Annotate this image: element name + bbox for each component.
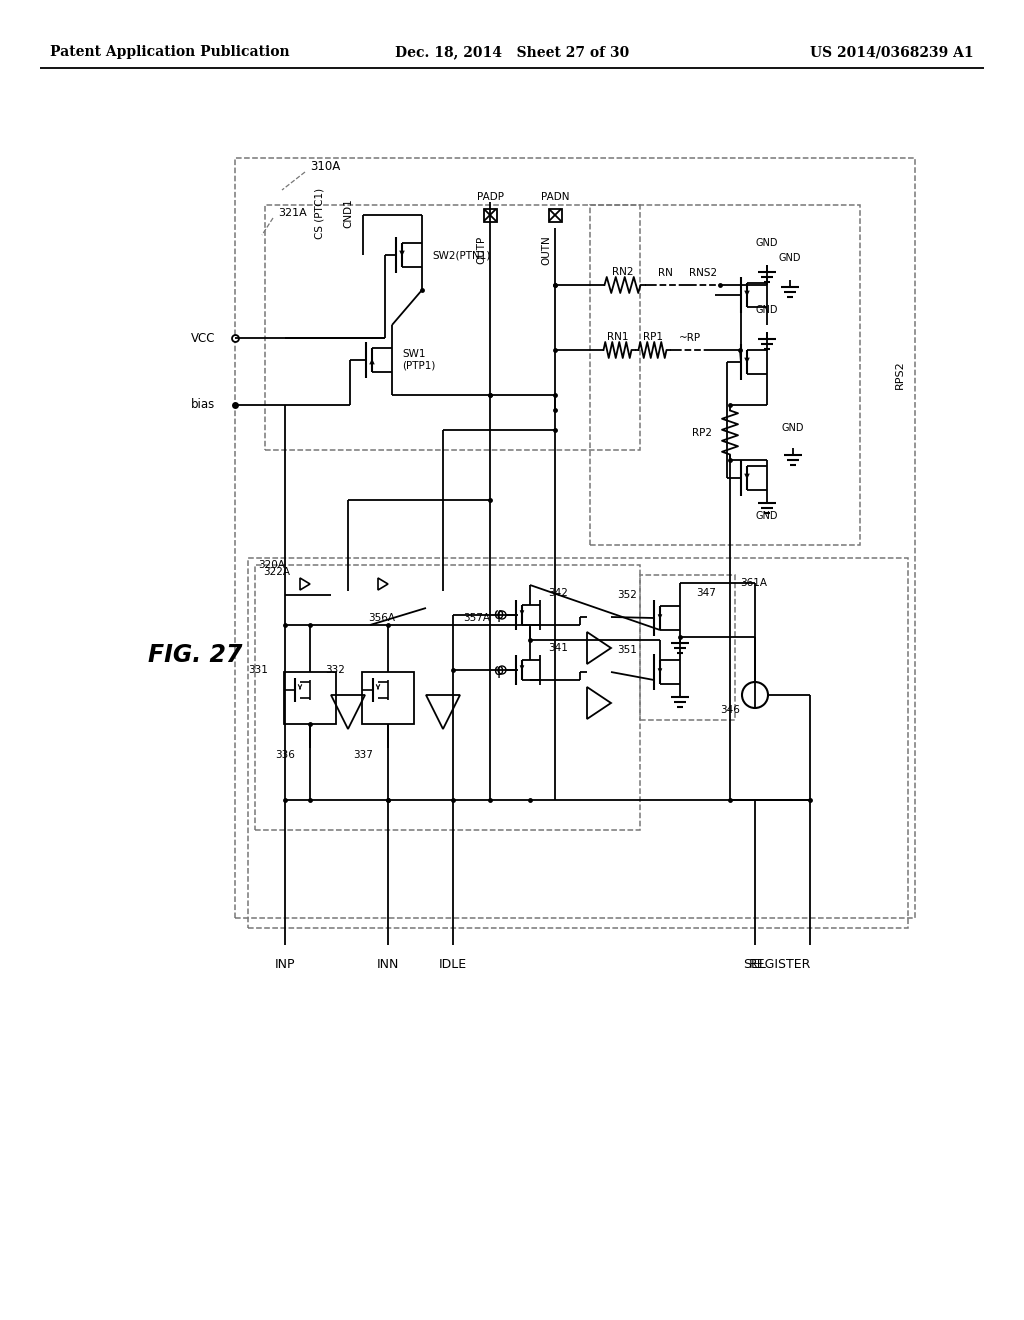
- Text: 356A: 356A: [368, 612, 395, 623]
- Text: RPS2: RPS2: [895, 360, 905, 389]
- Bar: [362, 672, 414, 723]
- Text: 347: 347: [696, 587, 716, 598]
- Text: CND1: CND1: [343, 198, 353, 228]
- Text: 346: 346: [720, 705, 740, 715]
- Text: ~RP: ~RP: [679, 333, 701, 343]
- Bar: [248, 558, 908, 928]
- Text: 310A: 310A: [310, 161, 340, 173]
- Text: GND: GND: [756, 305, 778, 315]
- Bar: [234, 158, 915, 917]
- Text: OUTN: OUTN: [541, 235, 551, 265]
- Text: SEL: SEL: [743, 958, 766, 972]
- Text: 331: 331: [248, 665, 268, 675]
- Text: GND: GND: [778, 253, 801, 263]
- Text: PADP: PADP: [476, 191, 504, 202]
- Text: bias: bias: [190, 399, 215, 412]
- Text: 351: 351: [617, 645, 637, 655]
- Bar: [284, 672, 336, 723]
- Text: 341: 341: [548, 643, 568, 653]
- Text: SW2(PTN1): SW2(PTN1): [432, 249, 490, 260]
- Text: 337: 337: [353, 750, 373, 760]
- Text: GND: GND: [756, 511, 778, 521]
- Text: RP2: RP2: [692, 428, 712, 437]
- Text: IDLE: IDLE: [439, 958, 467, 972]
- Text: φ: φ: [493, 663, 503, 677]
- Text: φ: φ: [493, 607, 503, 623]
- Text: SW1
(PTP1): SW1 (PTP1): [402, 350, 435, 371]
- Text: CS (PTC1): CS (PTC1): [315, 187, 325, 239]
- Bar: [640, 576, 735, 719]
- Text: INP: INP: [274, 958, 295, 972]
- Text: RN1: RN1: [607, 333, 629, 342]
- Text: Patent Application Publication: Patent Application Publication: [50, 45, 290, 59]
- Text: GND: GND: [781, 422, 804, 433]
- Bar: [549, 209, 562, 222]
- Bar: [255, 565, 640, 830]
- Text: 336: 336: [275, 750, 295, 760]
- Text: INN: INN: [377, 958, 399, 972]
- Text: RN2: RN2: [611, 267, 633, 277]
- Bar: [590, 205, 860, 545]
- Text: RN: RN: [657, 268, 673, 279]
- Text: RNS2: RNS2: [689, 268, 717, 279]
- Text: Dec. 18, 2014   Sheet 27 of 30: Dec. 18, 2014 Sheet 27 of 30: [395, 45, 629, 59]
- Text: 357A: 357A: [463, 612, 490, 623]
- Text: 320A: 320A: [258, 560, 285, 570]
- Text: 321A: 321A: [278, 209, 307, 218]
- Text: REGISTER: REGISTER: [749, 958, 811, 972]
- Text: 322A: 322A: [263, 568, 290, 577]
- Text: 342: 342: [548, 587, 568, 598]
- Text: 361A: 361A: [740, 578, 767, 587]
- Text: PADN: PADN: [541, 191, 569, 202]
- Text: FIG. 27: FIG. 27: [148, 643, 243, 667]
- Bar: [484, 209, 497, 222]
- Text: RP1: RP1: [642, 333, 663, 342]
- Text: 332: 332: [326, 665, 345, 675]
- Text: US 2014/0368239 A1: US 2014/0368239 A1: [810, 45, 974, 59]
- Text: GND: GND: [756, 238, 778, 248]
- Text: VCC: VCC: [190, 331, 215, 345]
- Text: 352: 352: [617, 590, 637, 601]
- Bar: [265, 205, 640, 450]
- Text: OUTP: OUTP: [476, 236, 486, 264]
